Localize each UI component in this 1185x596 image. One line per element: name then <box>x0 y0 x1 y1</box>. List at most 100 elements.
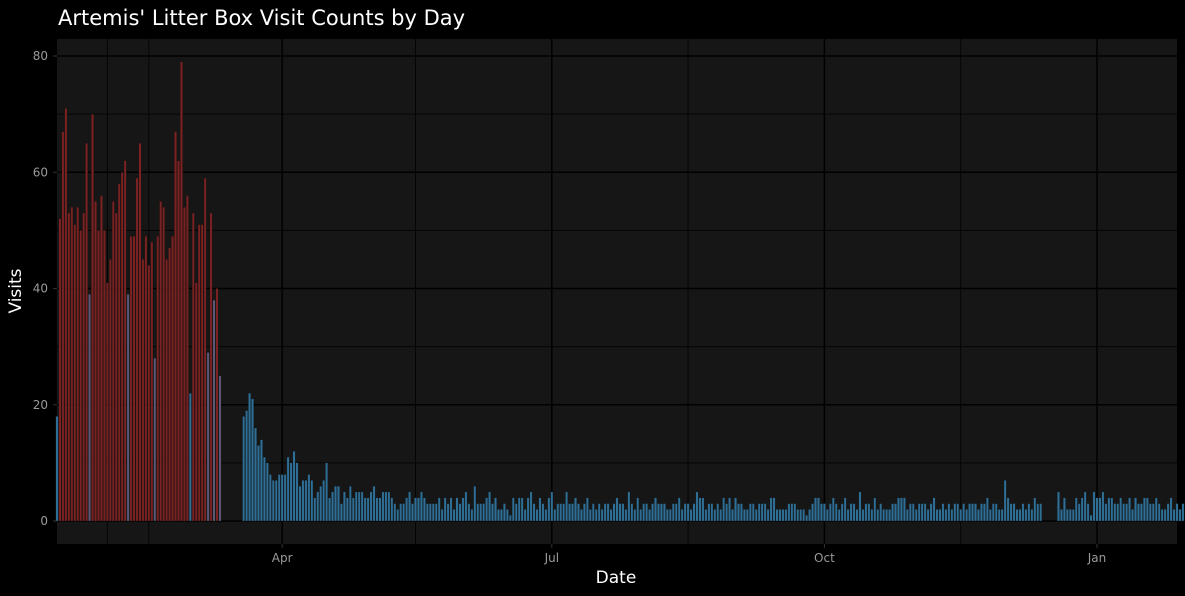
bar <box>698 497 702 522</box>
bar <box>663 503 666 522</box>
x-tick-label: Oct <box>814 551 835 565</box>
bar <box>624 509 628 522</box>
bar <box>680 509 684 522</box>
bar <box>1095 497 1099 522</box>
bar <box>286 456 290 522</box>
bar <box>1006 497 1010 522</box>
bar <box>1125 503 1128 522</box>
bar <box>378 497 382 522</box>
bar <box>775 509 779 522</box>
bar <box>571 503 574 522</box>
bar <box>1066 509 1069 522</box>
bar <box>781 509 785 522</box>
bar <box>316 491 320 522</box>
bar <box>156 236 160 522</box>
bar <box>701 497 705 522</box>
bar <box>126 294 130 522</box>
bar <box>408 491 411 522</box>
bar <box>464 491 468 522</box>
bar <box>357 491 361 522</box>
bar <box>580 509 583 522</box>
bar <box>1169 497 1173 522</box>
bar <box>757 503 761 522</box>
bar <box>97 230 100 522</box>
bar <box>206 352 210 522</box>
bar <box>1080 497 1084 522</box>
bar <box>340 503 343 522</box>
bar <box>384 491 388 522</box>
bar <box>449 497 453 522</box>
bar <box>506 509 509 522</box>
bar <box>482 503 485 522</box>
bar <box>864 503 868 522</box>
bar <box>242 416 246 522</box>
bar <box>719 509 723 522</box>
bar <box>248 392 251 522</box>
bar <box>411 503 414 522</box>
bar <box>746 509 749 522</box>
bar <box>162 206 166 522</box>
bar <box>994 503 998 522</box>
bar <box>630 503 634 522</box>
bar <box>867 503 871 522</box>
bar <box>129 236 133 522</box>
bar <box>322 480 325 522</box>
bar <box>725 503 728 522</box>
bar <box>734 497 737 522</box>
bar <box>944 509 948 522</box>
x-axis: Apr Jul Oct Jan <box>272 544 1106 565</box>
bar <box>971 503 974 522</box>
bar <box>354 491 358 522</box>
bar <box>586 497 589 522</box>
bar <box>277 474 281 522</box>
bar <box>553 509 557 522</box>
bar <box>1083 491 1087 522</box>
bar <box>728 497 731 522</box>
bar <box>479 503 483 522</box>
bar <box>562 503 565 522</box>
bar <box>849 503 853 522</box>
bar <box>426 503 429 522</box>
bar <box>692 503 696 522</box>
bar <box>446 503 450 522</box>
bar <box>1181 503 1185 522</box>
bar <box>660 503 663 522</box>
bar <box>348 485 352 522</box>
bar <box>346 497 349 522</box>
bar <box>802 509 805 522</box>
bar <box>814 497 817 522</box>
bar <box>986 497 989 522</box>
bar <box>983 503 986 522</box>
bar <box>1113 503 1117 522</box>
bar <box>245 410 248 522</box>
bar <box>897 497 900 522</box>
bar <box>508 515 512 522</box>
bar <box>428 503 432 522</box>
bar <box>183 206 186 522</box>
bar <box>914 509 918 522</box>
bar <box>1086 503 1090 522</box>
bar <box>268 474 272 522</box>
bar <box>731 509 734 522</box>
bar <box>953 503 957 522</box>
bar <box>366 497 370 522</box>
bar <box>609 509 613 522</box>
bar <box>55 416 59 522</box>
bar <box>1074 497 1078 522</box>
bar <box>168 247 171 522</box>
bar <box>834 503 838 522</box>
bar <box>523 509 527 522</box>
bar <box>591 503 595 522</box>
bar <box>1143 497 1146 522</box>
bar <box>754 509 758 522</box>
bar <box>372 485 376 522</box>
bar <box>111 201 115 522</box>
bar <box>70 206 74 522</box>
bar <box>106 282 109 522</box>
bar <box>363 497 367 522</box>
bar <box>716 503 720 522</box>
bar <box>980 503 983 522</box>
x-tick-label: Jul <box>544 551 559 565</box>
bar <box>938 509 942 522</box>
bar <box>437 497 441 522</box>
